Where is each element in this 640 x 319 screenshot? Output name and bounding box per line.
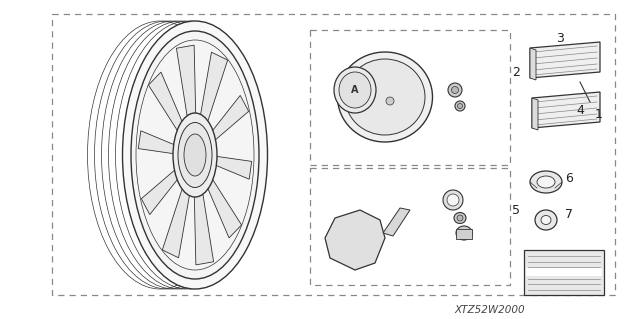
Ellipse shape [339,72,371,108]
Ellipse shape [541,216,551,225]
Text: 3: 3 [556,32,564,44]
Ellipse shape [334,67,376,113]
Polygon shape [530,42,600,78]
Bar [524,250,604,295]
Polygon shape [212,156,252,179]
Polygon shape [163,185,191,258]
Ellipse shape [345,59,425,135]
Bar [52,14,615,295]
Polygon shape [325,210,385,270]
Polygon shape [138,131,178,154]
Ellipse shape [455,101,465,111]
Ellipse shape [458,103,463,108]
Ellipse shape [337,52,433,142]
Bar [456,229,472,239]
Ellipse shape [451,86,458,93]
Polygon shape [194,189,214,265]
Ellipse shape [173,113,217,197]
Ellipse shape [178,122,212,188]
Ellipse shape [537,176,555,188]
Text: 4: 4 [576,103,584,116]
Text: 5: 5 [512,204,520,217]
Ellipse shape [131,31,259,279]
Ellipse shape [456,226,472,240]
Ellipse shape [443,190,463,210]
Ellipse shape [457,215,463,221]
Bar [526,268,602,276]
Ellipse shape [530,171,562,193]
Polygon shape [177,45,196,121]
Ellipse shape [448,83,462,97]
Ellipse shape [454,212,466,224]
Polygon shape [141,168,181,215]
Bar [310,30,510,165]
Polygon shape [530,48,536,80]
Polygon shape [383,208,410,236]
Text: XTZ52W2000: XTZ52W2000 [454,305,525,315]
Polygon shape [205,176,241,238]
Ellipse shape [122,21,268,289]
Text: 1: 1 [595,108,603,122]
Polygon shape [532,92,600,128]
Ellipse shape [386,97,394,105]
Ellipse shape [447,194,459,206]
Polygon shape [532,98,538,130]
Polygon shape [199,52,228,125]
Text: 2: 2 [512,66,520,79]
Ellipse shape [535,210,557,230]
Bar [310,168,510,285]
Text: 6: 6 [565,172,573,184]
Polygon shape [148,72,185,134]
Ellipse shape [184,134,206,176]
Polygon shape [209,95,249,142]
Text: A: A [351,85,359,95]
Text: 7: 7 [565,209,573,221]
